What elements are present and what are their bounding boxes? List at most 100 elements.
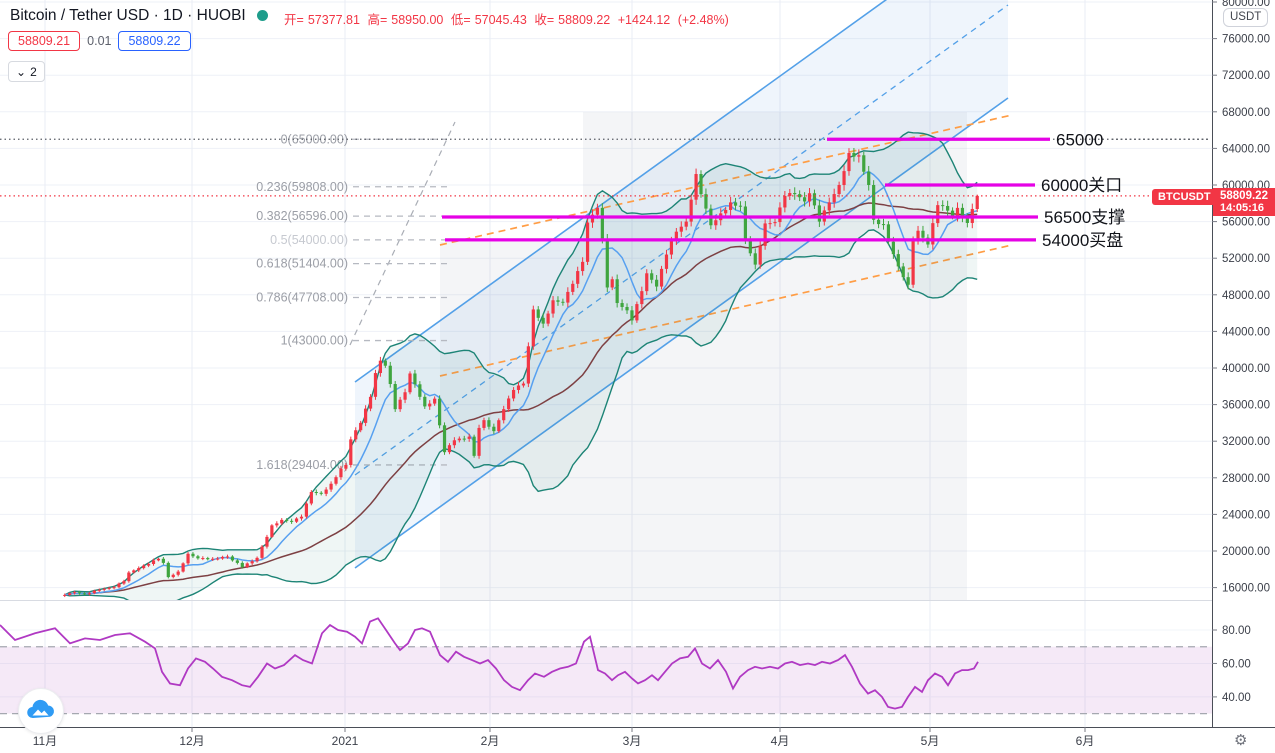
- ask-price[interactable]: 58809.22: [118, 31, 191, 51]
- symbol-title[interactable]: Bitcoin / Tether USD · 1D · HUOBI: [10, 7, 246, 24]
- candle-body: [142, 565, 146, 569]
- price-tick-label: 52000.00: [1222, 253, 1270, 265]
- candle-body: [235, 560, 239, 563]
- candle-body: [832, 194, 836, 203]
- time-axis-bg[interactable]: [0, 728, 1275, 753]
- rsi-pane[interactable]: [0, 601, 1212, 727]
- candle-body: [230, 556, 235, 561]
- candle-body: [576, 271, 580, 284]
- candle-body: [733, 202, 738, 206]
- trend-channel-line[interactable]: [354, 97, 1009, 569]
- price-axis-bg[interactable]: [1213, 0, 1275, 753]
- change-value: +1424.12: [617, 13, 671, 27]
- candle-body: [433, 398, 437, 404]
- candle-body: [566, 291, 570, 303]
- candle-body: [68, 593, 72, 595]
- rsi-tick-label: 80.00: [1222, 625, 1251, 637]
- bollinger-lower-line: [64, 229, 978, 601]
- orange-channel-line[interactable]: [439, 114, 1013, 246]
- candle-body: [403, 392, 407, 400]
- candle-body: [151, 560, 156, 565]
- candle-body: [112, 587, 116, 589]
- close-value: 58809.22: [558, 13, 611, 27]
- candle-body: [788, 192, 792, 196]
- key-level-label: 56500支撑: [1044, 208, 1125, 227]
- fib-level-label: 0.5(54000.00): [270, 233, 348, 247]
- candle-body: [664, 254, 669, 269]
- time-tick-label: 6月: [1076, 734, 1095, 748]
- channel-fill: [355, 0, 1008, 568]
- candle-body: [196, 556, 200, 559]
- candle-body: [955, 207, 960, 217]
- indicator-collapse-button[interactable]: ⌄ 2: [8, 61, 45, 82]
- candle-body: [773, 222, 777, 224]
- cloud-mountain-logo-icon: [27, 699, 54, 719]
- candle-body: [452, 440, 456, 446]
- candle-body: [290, 520, 294, 522]
- ma-fast-line: [64, 170, 978, 596]
- candle-body: [975, 195, 979, 209]
- candle-body: [87, 593, 91, 595]
- candle-body: [309, 491, 313, 504]
- candle-body: [610, 279, 614, 288]
- candle-body: [872, 185, 876, 220]
- open-value: 57377.81: [307, 13, 360, 27]
- fib-level-label: 1.618(29404.00): [256, 458, 348, 472]
- fib-level-label: 0.786(47708.00): [256, 290, 348, 304]
- price-tick-label: 16000.00: [1222, 583, 1270, 595]
- candle-body: [886, 224, 891, 242]
- time-tick-label: 12月: [179, 734, 204, 748]
- candle-body: [122, 581, 126, 584]
- candle-body: [359, 422, 363, 431]
- candle-body: [763, 223, 767, 246]
- candle-body: [467, 436, 471, 439]
- time-tick-label: 2021: [332, 734, 359, 748]
- candle-body: [689, 199, 693, 222]
- trend-channel-line[interactable]: [354, 4, 1009, 476]
- last-price-symbol-tag: BTCUSDT: [1152, 189, 1217, 205]
- broker-logo-button[interactable]: [18, 688, 64, 734]
- candle-body: [669, 241, 674, 255]
- candle-body: [186, 553, 190, 564]
- main-pane[interactable]: 0(65000.00) 0.236(59808.00) 0.382(56596.00…: [0, 0, 1212, 606]
- price-tick-label: 56000.00: [1222, 217, 1270, 229]
- candle-body: [862, 155, 866, 172]
- candle-body: [916, 230, 920, 240]
- candle-body: [655, 279, 659, 287]
- candle-body: [896, 254, 900, 267]
- candle-body: [97, 589, 101, 591]
- candle-body: [674, 231, 678, 242]
- candle-body: [630, 310, 634, 321]
- candle-body: [536, 309, 540, 318]
- candle-body: [211, 558, 215, 560]
- gray-trend-line[interactable]: [349, 121, 456, 346]
- time-tick-label: 2月: [481, 734, 500, 748]
- candle-body: [265, 536, 269, 547]
- candle-body: [354, 430, 358, 440]
- candle-body: [531, 309, 535, 347]
- candle-body: [477, 427, 481, 456]
- trend-channel-line[interactable]: [354, 0, 1008, 383]
- candle-body: [388, 365, 392, 385]
- scale-settings-gear-icon[interactable]: ⚙: [1234, 732, 1248, 749]
- currency-toggle-button[interactable]: USDT: [1223, 8, 1269, 27]
- candle-body: [373, 373, 378, 397]
- change-pct: (+2.48%): [677, 13, 729, 27]
- low-value: 57045.43: [474, 13, 527, 27]
- bid-price[interactable]: 58809.21: [8, 31, 81, 51]
- candle-body: [936, 205, 940, 224]
- orange-channel-line[interactable]: [439, 244, 1013, 377]
- candle-body: [161, 558, 165, 563]
- candle-body: [285, 519, 289, 521]
- rsi-band-fill: [0, 646, 1212, 714]
- candle-body: [699, 174, 703, 195]
- candle-body: [482, 420, 486, 428]
- candle-body: [511, 389, 516, 399]
- candle-body: [546, 313, 550, 324]
- candle-body: [876, 219, 881, 225]
- fib-level-label: 0.236(59808.00): [256, 180, 348, 194]
- candle-body: [423, 396, 427, 407]
- candle-body: [941, 205, 945, 207]
